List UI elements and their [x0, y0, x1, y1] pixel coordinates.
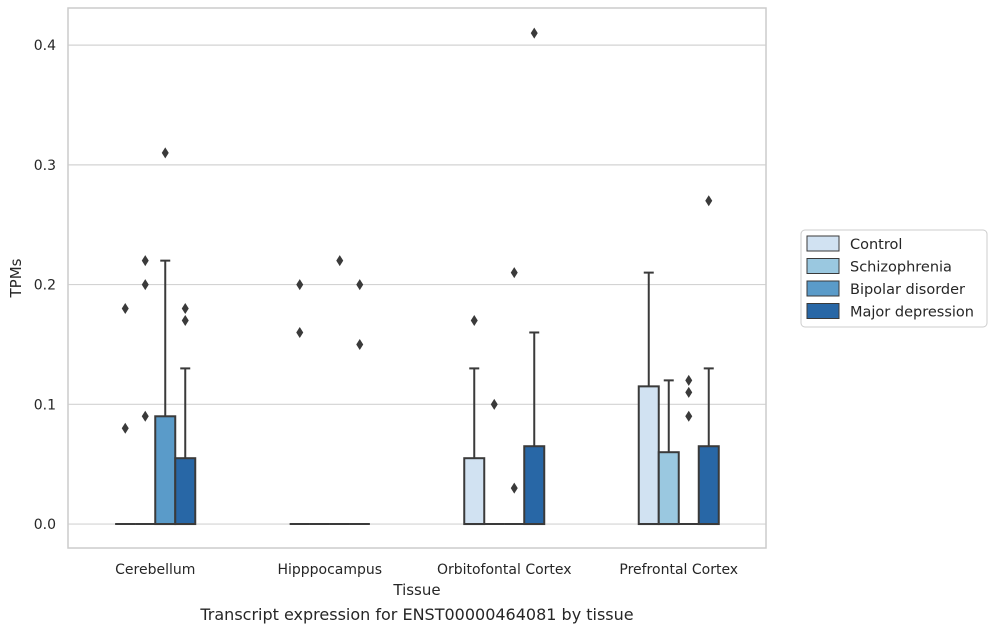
y-tick-labels: 0.0 0.1 0.2 0.3 0.4: [34, 38, 56, 533]
box-groups: [115, 259, 720, 526]
x-tick-label: Hipppocampus: [277, 562, 382, 578]
box-body: [637, 385, 660, 526]
outlier-point: [161, 147, 169, 159]
box-body: [154, 415, 177, 526]
legend-label: Control: [850, 237, 902, 253]
x-tick-label: Prefrontal Cortex: [619, 562, 738, 578]
y-tick-label: 0.4: [34, 38, 56, 54]
outlier-point: [530, 27, 538, 39]
box-control: [463, 367, 486, 526]
legend-label: Bipolar disorder: [850, 282, 965, 298]
outlier-point: [510, 482, 518, 494]
y-tick-label: 0.3: [34, 158, 56, 174]
outlier-point: [296, 326, 304, 338]
legend-label: Major depression: [850, 305, 974, 321]
box-control: [637, 271, 660, 526]
outlier-point: [141, 255, 149, 267]
legend-swatch: [806, 258, 840, 274]
box-body: [174, 457, 197, 526]
outlier-point: [296, 279, 304, 291]
outlier-point: [490, 398, 498, 410]
legend: Control Schizophrenia Bipolar disorder Majo…: [800, 229, 988, 328]
box-major-depression: [523, 331, 546, 526]
outlier-point: [510, 267, 518, 279]
outlier-point: [685, 374, 693, 386]
box-bipolar-disorder: [154, 259, 177, 526]
y-axis-label: TPMs: [7, 258, 25, 298]
outlier-point: [336, 255, 344, 267]
x-tick-label: Orbitofontal Cortex: [437, 562, 572, 578]
legend-swatch: [806, 235, 840, 252]
outlier-point: [356, 338, 364, 350]
box-body: [463, 457, 486, 526]
box-schizophrenia: [657, 379, 680, 526]
outlier-point: [470, 315, 478, 327]
x-tick-labels: Cerebellum Hipppocampus Orbitofontal Corte…: [115, 562, 738, 578]
y-tick-label: 0.0: [34, 517, 56, 533]
legend-frame: [800, 229, 988, 328]
legend-label: Schizophrenia: [850, 260, 952, 276]
outlier-point: [705, 195, 713, 207]
y-tick-label: 0.1: [34, 397, 56, 413]
x-axis-label: Tissue: [392, 581, 440, 599]
box-body: [657, 451, 680, 526]
outlier-point: [356, 279, 364, 291]
box-major-depression: [697, 367, 720, 526]
legend-swatch: [806, 303, 840, 319]
outlier-point: [685, 386, 693, 398]
outlier-points: [121, 27, 713, 494]
box-major-depression: [174, 367, 197, 526]
outlier-point: [141, 410, 149, 422]
outlier-point: [141, 279, 149, 291]
legend-swatch: [806, 280, 840, 297]
figure-caption: Transcript expression for ENST0000046408…: [200, 605, 634, 624]
outlier-point: [181, 303, 189, 315]
y-tick-label: 0.2: [34, 278, 56, 294]
outlier-point: [181, 315, 189, 327]
outlier-point: [685, 410, 693, 422]
plot-frame: [67, 7, 767, 549]
x-tick-label: Cerebellum: [115, 562, 195, 578]
box-body: [523, 445, 546, 526]
outlier-point: [121, 303, 129, 315]
outlier-point: [121, 422, 129, 434]
box-body: [697, 445, 720, 526]
